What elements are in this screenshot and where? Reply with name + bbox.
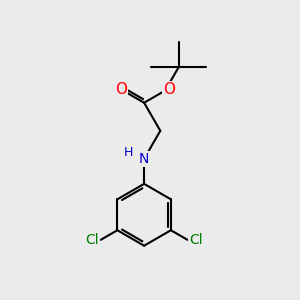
Text: Cl: Cl xyxy=(86,233,99,247)
Text: O: O xyxy=(163,82,175,97)
Text: N: N xyxy=(139,152,149,166)
Text: H: H xyxy=(124,146,134,159)
Text: O: O xyxy=(115,82,127,98)
Text: Cl: Cl xyxy=(189,233,202,247)
